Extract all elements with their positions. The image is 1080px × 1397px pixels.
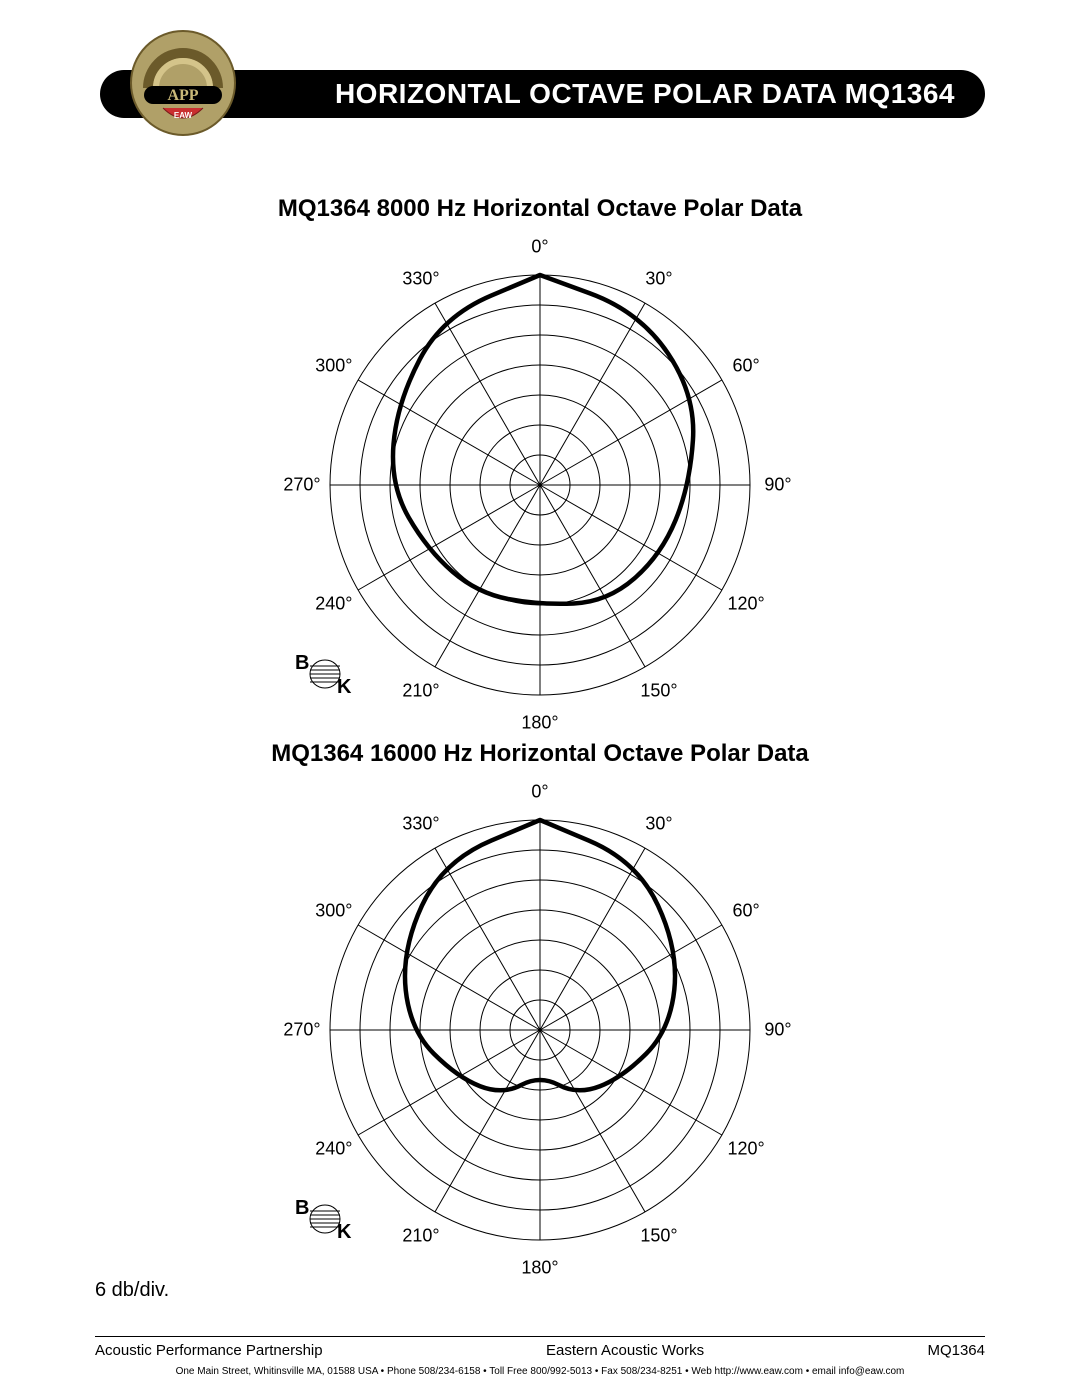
svg-text:EAW: EAW — [174, 111, 193, 120]
angle-label: 150° — [640, 1226, 677, 1247]
angle-label: 60° — [732, 901, 759, 922]
footer-small: One Main Street, Whitinsville MA, 01588 … — [95, 1366, 985, 1377]
angle-label: 210° — [402, 1226, 439, 1247]
bk-logo: B K — [295, 1195, 355, 1245]
angle-label: 210° — [402, 681, 439, 702]
db-per-division: 6 db/div. — [95, 1279, 169, 1302]
chart-title: MQ1364 16000 Hz Horizontal Octave Polar … — [0, 740, 1080, 768]
footer-divider — [95, 1336, 985, 1337]
angle-label: 180° — [521, 713, 558, 734]
angle-label: 120° — [727, 594, 764, 615]
footer-left: Acoustic Performance Partnership — [95, 1342, 323, 1359]
angle-label: 300° — [315, 356, 352, 377]
angle-label: 300° — [315, 901, 352, 922]
bk-b: B — [295, 652, 309, 675]
angle-label: 270° — [283, 1020, 320, 1041]
chart-title: MQ1364 8000 Hz Horizontal Octave Polar D… — [0, 195, 1080, 223]
angle-label: 240° — [315, 594, 352, 615]
angle-label: 330° — [402, 813, 439, 834]
bk-k: K — [337, 676, 351, 699]
bk-k: K — [337, 1221, 351, 1244]
angle-label: 150° — [640, 681, 677, 702]
angle-label: 0° — [531, 782, 548, 803]
angle-label: 30° — [645, 268, 672, 289]
app-logo: APP EAW — [128, 28, 238, 138]
angle-label: 180° — [521, 1258, 558, 1279]
angle-label: 330° — [402, 268, 439, 289]
angle-label: 90° — [764, 475, 791, 496]
footer-row: Acoustic Performance Partnership Eastern… — [95, 1342, 985, 1359]
footer-right: MQ1364 — [927, 1342, 985, 1359]
polar-plot: 0°30°60°90°120°150°180°210°240°270°300°3… — [290, 225, 790, 725]
footer-center: Eastern Acoustic Works — [546, 1342, 704, 1359]
angle-label: 120° — [727, 1139, 764, 1160]
angle-label: 90° — [764, 1020, 791, 1041]
angle-label: 30° — [645, 813, 672, 834]
polar-chart-1: MQ1364 16000 Hz Horizontal Octave Polar … — [0, 740, 1080, 1270]
polar-plot: 0°30°60°90°120°150°180°210°240°270°300°3… — [290, 770, 790, 1270]
svg-text:APP: APP — [167, 87, 198, 104]
header-title: HORIZONTAL OCTAVE POLAR DATA MQ1364 — [335, 78, 955, 110]
bk-b: B — [295, 1197, 309, 1220]
angle-label: 270° — [283, 475, 320, 496]
angle-label: 240° — [315, 1139, 352, 1160]
angle-label: 60° — [732, 356, 759, 377]
bk-logo: B K — [295, 650, 355, 700]
polar-chart-0: MQ1364 8000 Hz Horizontal Octave Polar D… — [0, 195, 1080, 725]
angle-label: 0° — [531, 237, 548, 258]
